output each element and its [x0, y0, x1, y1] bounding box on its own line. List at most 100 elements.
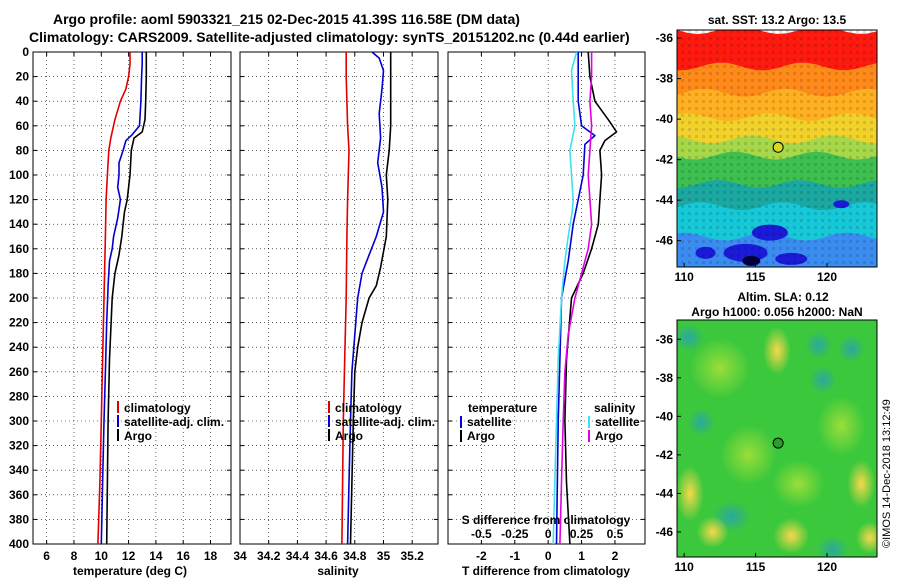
map-y-tick-label: -42	[656, 153, 674, 167]
series-line-satellite-adj-clim-	[100, 52, 143, 545]
series-line-climatology	[97, 52, 131, 545]
t-difference-xlabel: T difference from climatology	[462, 564, 630, 578]
map-y-tick-label: -42	[656, 448, 674, 462]
map-x-tick-label: 110	[674, 560, 694, 574]
y-tick-label: 300	[9, 414, 29, 428]
y-tick-label: 240	[9, 340, 29, 354]
y-tick-label: 20	[16, 70, 30, 84]
series-line-s-argo	[559, 52, 593, 545]
s-difference-xlabel: S difference from climatology	[462, 513, 631, 527]
map-y-tick-label: -40	[656, 409, 674, 423]
x-tick-label: 10	[95, 549, 109, 563]
salinity-xlabel: salinity	[317, 564, 359, 578]
legend-climatology-label: climatology	[335, 401, 402, 415]
difference-legend: temperature satellite Argo salinity sate…	[460, 401, 640, 443]
temperature-xlabel: temperature (deg C)	[73, 564, 187, 578]
map-frame	[676, 319, 878, 558]
plot-frame	[447, 51, 646, 545]
x-tick-label: 16	[177, 549, 191, 563]
legend-satellite-label: satellite-adj. clim.	[124, 415, 224, 429]
x-tick-label: 14	[149, 549, 163, 563]
sla-anomaly-blob	[804, 331, 833, 360]
y-tick-label: 280	[9, 389, 29, 403]
sla-anomaly-blob	[720, 424, 777, 485]
map-y-tick-label: -46	[656, 234, 674, 248]
map-y-tick-label: -40	[656, 112, 674, 126]
x-tick-label: 6	[43, 549, 50, 563]
sst-map-title: sat. SST: 13.2 Argo: 13.5	[708, 13, 847, 27]
salinity-legend: climatology satellite-adj. clim. Argo	[328, 401, 435, 443]
sla-map	[677, 320, 877, 557]
y-tick-label: 180	[9, 266, 29, 280]
x-tick-label: 34.8	[343, 549, 367, 563]
x-tick-label: -2	[476, 549, 487, 563]
sla-anomaly-blob	[773, 517, 810, 554]
y-tick-label: 0	[22, 45, 29, 59]
sla-anomaly-blob	[696, 515, 729, 548]
x-tick-label: 35.2	[400, 549, 424, 563]
legend-salinity-title: salinity	[594, 401, 636, 415]
sla-anomaly-blob	[847, 459, 876, 508]
map-x-tick-label: 115	[746, 560, 766, 574]
sla-anomaly-blob	[687, 408, 716, 437]
y-tick-label: 320	[9, 439, 29, 453]
series-line-argo	[105, 52, 148, 545]
series-line-climatology	[341, 52, 350, 545]
sla-anomaly-blob	[677, 465, 704, 522]
x-tick-label: 34.4	[286, 549, 310, 563]
sla-anomaly-blob	[763, 326, 791, 375]
map-y-tick-label: -38	[656, 371, 674, 385]
series-line-t-argo	[564, 51, 618, 545]
sla-anomaly-blob	[837, 334, 866, 363]
series-line-satellite-adj-clim-	[346, 51, 385, 545]
x-tick-label: 35	[377, 549, 391, 563]
figure-title-line1: Argo profile: aoml 5903321_215 02-Dec-20…	[53, 11, 520, 27]
sla-map-subtitle: Argo h1000: 0.056 h2000: NaN	[691, 305, 862, 319]
y-tick-label: 220	[9, 316, 29, 330]
x-top-tick-label: -0.5	[471, 527, 492, 541]
x-tick-label: 12	[122, 549, 136, 563]
sla-anomaly-blob	[689, 338, 750, 399]
map-y-tick-label: -38	[656, 72, 674, 86]
x-tick-label: 1	[578, 549, 585, 563]
series-line-argo	[349, 52, 392, 545]
sla-anomaly-blob	[816, 535, 849, 557]
series-line-s-satellite	[552, 51, 578, 545]
legend-argo-label: Argo	[335, 429, 363, 443]
sla-anomaly-blob	[677, 323, 705, 352]
y-tick-label: 380	[9, 512, 29, 526]
y-tick-label: 40	[16, 94, 30, 108]
x-tick-label: 34.6	[314, 549, 338, 563]
y-tick-label: 340	[9, 463, 29, 477]
map-y-tick-label: -44	[656, 486, 674, 500]
legend-s-argo-label: Argo	[595, 429, 623, 443]
x-tick-label: 0	[545, 549, 552, 563]
sst-map-axes: 110 115 120 -36 -38 -40 -42 -44 -46	[656, 29, 878, 284]
sst-argo-location-marker	[772, 141, 784, 153]
sla-anomaly-blob	[817, 395, 866, 456]
y-tick-label: 260	[9, 365, 29, 379]
legend-t-argo-label: Argo	[467, 429, 495, 443]
x-tick-label: 2	[612, 549, 619, 563]
map-y-tick-label: -44	[656, 193, 674, 207]
difference-panel: -2 -1 0 1 2 -0.5 -0.25 0 0.25 0.5	[447, 51, 646, 563]
y-tick-label: 80	[16, 143, 30, 157]
x-tick-label: 18	[204, 549, 218, 563]
map-y-tick-label: -36	[656, 31, 674, 45]
sst-map	[677, 30, 877, 267]
imos-timestamp: ©IMOS 14-Dec-2018 13:12:49	[881, 399, 893, 548]
y-tick-label: 400	[9, 537, 29, 551]
y-tick-label: 140	[9, 217, 29, 231]
sla-map-axes: 110 115 120 -36 -38 -40 -42 -44 -46	[656, 319, 878, 574]
map-y-tick-label: -36	[656, 332, 674, 346]
y-tick-label: 60	[16, 119, 30, 133]
y-tick-label: 160	[9, 242, 29, 256]
x-top-tick-label: -0.25	[501, 527, 529, 541]
y-tick-label: 360	[9, 488, 29, 502]
legend-argo-label: Argo	[124, 429, 152, 443]
sla-anomaly-blob	[772, 459, 825, 508]
figure-title-line2: Climatology: CARS2009. Satellite-adjuste…	[29, 29, 630, 45]
map-x-tick-label: 110	[674, 270, 694, 284]
map-x-tick-label: 120	[817, 270, 837, 284]
temperature-legend: climatology satellite-adj. clim. Argo	[117, 401, 224, 443]
